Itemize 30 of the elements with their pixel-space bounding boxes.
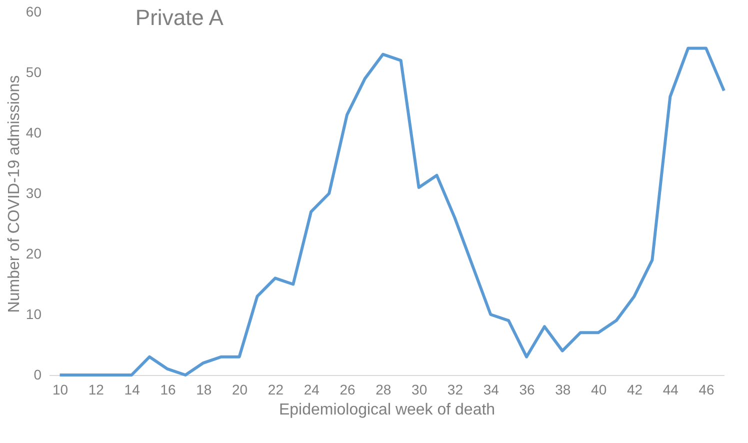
- x-tick-label: 16: [160, 382, 176, 398]
- x-tick-label: 24: [304, 382, 320, 398]
- y-tick-label: 50: [26, 64, 42, 80]
- y-tick-label: 60: [26, 4, 42, 20]
- x-tick-label: 32: [447, 382, 464, 398]
- y-tick-label: 30: [26, 185, 42, 201]
- x-tick-label: 28: [376, 382, 392, 398]
- chart-title: Private A: [135, 5, 224, 30]
- y-tick-label: 40: [26, 124, 42, 140]
- x-tick-label: 42: [626, 382, 643, 398]
- x-tick-label: 22: [268, 382, 284, 398]
- x-tick-label: 46: [698, 382, 715, 398]
- x-tick-label: 34: [483, 382, 500, 398]
- x-tick-label: 36: [519, 382, 536, 398]
- x-axis-title: Epidemiological week of death: [278, 402, 496, 418]
- y-tick-label: 0: [34, 366, 42, 382]
- y-tick-label: 20: [26, 246, 42, 262]
- y-axis-title: Number of COVID-19 admissions: [6, 75, 23, 313]
- y-tick-label: 10: [26, 306, 42, 322]
- x-tick-label: 14: [124, 382, 140, 398]
- x-tick-label: 20: [232, 382, 248, 398]
- x-tick-label: 40: [591, 382, 607, 398]
- x-tick-label: 44: [662, 382, 679, 398]
- x-tick-label: 10: [52, 382, 68, 398]
- line-series: [58, 46, 726, 376]
- x-tick-label: 26: [340, 382, 356, 398]
- x-tick-label: 12: [88, 382, 104, 398]
- x-tick-label: 18: [196, 382, 212, 398]
- x-tick-label: 38: [555, 382, 571, 398]
- x-tick-label: 30: [412, 382, 428, 398]
